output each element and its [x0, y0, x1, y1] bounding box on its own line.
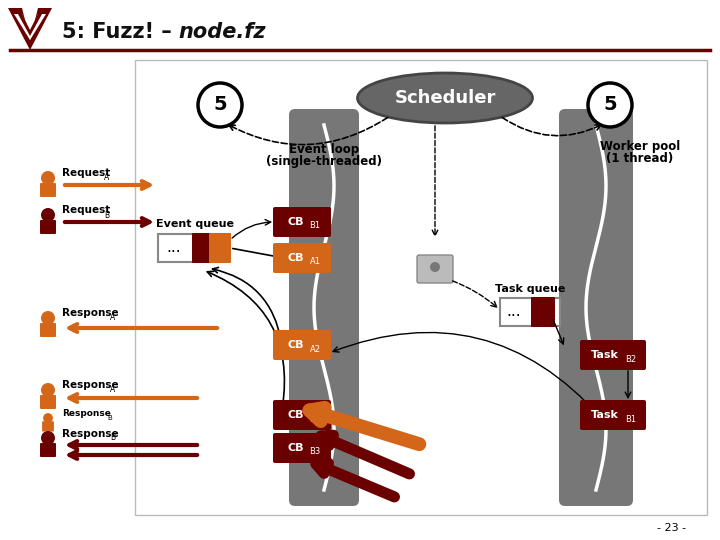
Text: B2: B2: [310, 415, 320, 423]
FancyBboxPatch shape: [209, 233, 231, 263]
Text: ...: ...: [167, 240, 181, 255]
FancyBboxPatch shape: [42, 421, 54, 431]
Circle shape: [41, 208, 55, 222]
Text: A: A: [110, 386, 115, 395]
Circle shape: [41, 431, 55, 445]
Text: Task queue: Task queue: [495, 284, 565, 294]
Text: B: B: [110, 434, 115, 442]
FancyBboxPatch shape: [192, 233, 212, 263]
Circle shape: [41, 383, 55, 397]
FancyBboxPatch shape: [580, 400, 646, 430]
FancyBboxPatch shape: [158, 234, 228, 262]
Text: (1 thread): (1 thread): [606, 152, 674, 165]
Text: Request: Request: [62, 205, 110, 215]
Text: Scheduler: Scheduler: [395, 89, 495, 107]
Text: node.fz: node.fz: [178, 22, 266, 42]
FancyBboxPatch shape: [273, 330, 331, 360]
Circle shape: [41, 171, 55, 185]
Text: Response: Response: [62, 380, 119, 390]
Text: (single-threaded): (single-threaded): [266, 155, 382, 168]
Text: B: B: [107, 415, 112, 421]
FancyBboxPatch shape: [40, 183, 56, 197]
FancyBboxPatch shape: [273, 400, 331, 430]
Text: 5: 5: [213, 96, 227, 114]
FancyBboxPatch shape: [40, 323, 56, 337]
Text: CB: CB: [288, 253, 305, 263]
FancyBboxPatch shape: [135, 60, 707, 515]
Text: B2: B2: [626, 354, 636, 363]
Circle shape: [588, 83, 632, 127]
Circle shape: [41, 311, 55, 325]
Text: Request: Request: [62, 168, 110, 178]
Ellipse shape: [358, 73, 533, 123]
Text: B1: B1: [310, 221, 320, 231]
Text: B1: B1: [626, 415, 636, 423]
FancyBboxPatch shape: [580, 340, 646, 370]
Text: CB: CB: [288, 217, 305, 227]
FancyBboxPatch shape: [559, 109, 633, 506]
Text: Response: Response: [62, 308, 119, 318]
FancyBboxPatch shape: [273, 433, 331, 463]
Text: A: A: [104, 173, 109, 183]
FancyBboxPatch shape: [289, 109, 359, 506]
Text: Task: Task: [591, 350, 619, 360]
Text: CB: CB: [288, 340, 305, 350]
FancyBboxPatch shape: [40, 395, 56, 409]
Text: CB: CB: [288, 410, 305, 420]
Text: ...: ...: [507, 305, 521, 320]
FancyBboxPatch shape: [531, 297, 555, 327]
Polygon shape: [18, 14, 42, 36]
FancyBboxPatch shape: [273, 207, 331, 237]
Text: 5: Fuzz! –: 5: Fuzz! –: [62, 22, 179, 42]
Text: B: B: [104, 211, 109, 219]
FancyBboxPatch shape: [500, 298, 560, 326]
Circle shape: [198, 83, 242, 127]
Circle shape: [43, 413, 53, 423]
Text: Worker pool: Worker pool: [600, 140, 680, 153]
Text: Response: Response: [62, 409, 111, 418]
Text: - 23 -: - 23 -: [657, 523, 687, 533]
Text: A1: A1: [310, 258, 320, 267]
FancyBboxPatch shape: [417, 255, 453, 283]
FancyBboxPatch shape: [40, 220, 56, 234]
FancyBboxPatch shape: [40, 443, 56, 457]
FancyBboxPatch shape: [273, 243, 331, 273]
Text: 5: 5: [603, 96, 617, 114]
Text: A: A: [110, 314, 115, 322]
Polygon shape: [14, 14, 46, 40]
Text: Response: Response: [62, 429, 119, 439]
Text: Event queue: Event queue: [156, 219, 234, 229]
Text: CB: CB: [288, 443, 305, 453]
Text: A2: A2: [310, 345, 320, 354]
Polygon shape: [8, 8, 52, 50]
Text: Task: Task: [591, 410, 619, 420]
Text: B3: B3: [310, 448, 320, 456]
Circle shape: [430, 262, 440, 272]
Text: Event loop: Event loop: [289, 143, 359, 156]
